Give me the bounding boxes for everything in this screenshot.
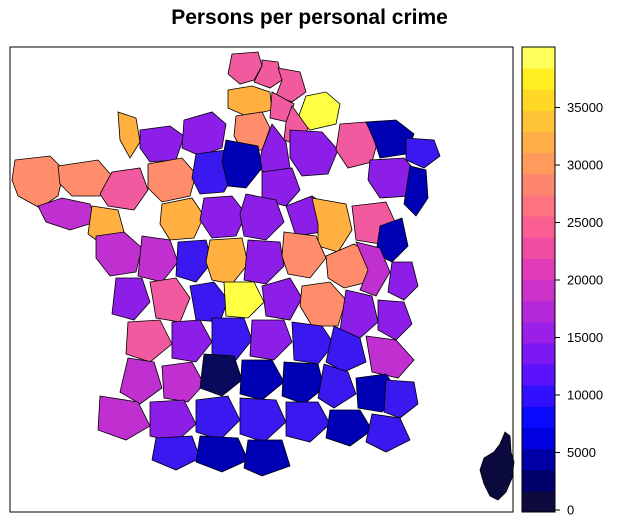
department-region: [243, 439, 291, 477]
department-region: [211, 317, 253, 361]
department-region: [281, 231, 327, 279]
corsica-region: [479, 431, 515, 501]
color-bar: [522, 47, 555, 513]
color-bar-segment: [522, 47, 555, 69]
department-region: [281, 361, 325, 405]
department-region: [199, 353, 243, 397]
color-bar-segment: [522, 364, 555, 386]
color-bar-segment: [522, 490, 555, 513]
department-region: [275, 67, 307, 103]
department-region: [57, 159, 113, 197]
department-region: [195, 395, 241, 441]
department-region: [181, 111, 227, 157]
department-region: [365, 413, 411, 453]
department-region: [383, 379, 419, 419]
department-region: [299, 281, 347, 327]
department-region: [205, 237, 249, 285]
department-region: [365, 335, 415, 379]
department-region: [125, 319, 173, 363]
department-region: [95, 231, 143, 277]
department-region: [149, 277, 191, 323]
department-region: [149, 399, 197, 443]
department-region: [239, 359, 285, 401]
department-region: [261, 277, 303, 321]
color-bar-tick-label: 5000: [567, 445, 596, 460]
department-region: [325, 409, 373, 447]
department-region: [223, 281, 265, 319]
department-region: [159, 197, 205, 241]
color-bar-segment: [522, 173, 555, 196]
department-region: [171, 319, 213, 363]
department-region: [403, 165, 429, 217]
color-bar-segment: [522, 131, 555, 154]
color-bar-tick-label: 25000: [567, 215, 603, 230]
color-bar-segment: [522, 89, 555, 111]
department-region: [99, 167, 149, 211]
department-region: [189, 281, 229, 323]
department-region: [119, 357, 163, 405]
department-region: [37, 197, 97, 231]
color-bar-ticks: 0 5000 10000 15000 20000 25000 30000 35000: [555, 100, 603, 518]
department-region: [291, 321, 335, 365]
color-bar-tick-label: 10000: [567, 388, 603, 403]
color-bar-segment: [522, 321, 555, 344]
department-region: [117, 111, 141, 159]
department-region: [221, 139, 263, 189]
department-region: [199, 195, 247, 239]
department-region: [137, 235, 179, 283]
department-region: [317, 363, 357, 409]
department-region: [195, 435, 249, 473]
color-bar-segment: [522, 469, 555, 492]
department-region: [325, 325, 367, 373]
color-bar-tick-label: 15000: [567, 330, 603, 345]
department-region: [227, 51, 263, 85]
department-region: [249, 319, 293, 361]
color-bar-tick-label: 35000: [567, 100, 603, 115]
color-bar-tick-label: 20000: [567, 273, 603, 288]
department-region: [387, 261, 419, 301]
color-bar-segment: [522, 110, 555, 133]
color-bar-tick-label: 0: [567, 503, 574, 518]
color-bar-segment: [522, 385, 555, 407]
color-bar-segment: [522, 342, 555, 365]
department-region: [261, 167, 301, 207]
department-region: [285, 401, 331, 443]
department-region: [377, 299, 413, 341]
color-bar-segment: [522, 216, 555, 238]
color-bar-tick-label: 30000: [567, 158, 603, 173]
map-regions: [11, 51, 441, 477]
color-bar-segment: [522, 300, 555, 323]
department-region: [355, 241, 391, 297]
department-region: [239, 397, 287, 443]
department-region: [147, 157, 197, 203]
department-region: [239, 193, 285, 241]
department-region: [253, 59, 283, 89]
department-region: [151, 435, 201, 471]
department-region: [161, 361, 205, 403]
color-bar-segment: [522, 427, 555, 450]
department-region: [227, 85, 273, 117]
color-bar-segment: [522, 406, 555, 428]
department-region: [405, 137, 441, 169]
color-bar-segment: [522, 152, 555, 175]
map-title: Persons per personal crime: [171, 6, 448, 29]
color-bar-segment: [522, 68, 555, 90]
department-region: [339, 289, 379, 339]
department-region: [139, 125, 185, 163]
color-bar-segment: [522, 279, 555, 302]
department-region: [289, 129, 339, 177]
department-region: [243, 239, 285, 285]
map-frame: [9, 46, 514, 513]
color-bar-segment: [522, 237, 555, 259]
color-bar-segment: [522, 258, 555, 280]
color-bar-segment: [522, 448, 555, 471]
color-bar-segment: [522, 194, 555, 217]
department-region: [175, 239, 213, 283]
department-region: [97, 395, 151, 441]
department-region: [111, 277, 151, 321]
